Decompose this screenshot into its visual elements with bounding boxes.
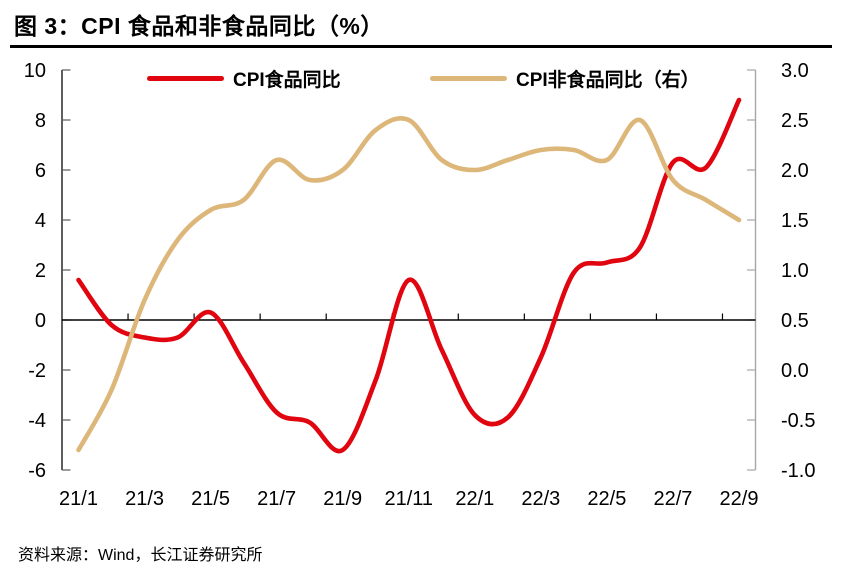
legend-line-food-icon [147, 76, 224, 81]
y-axis-right-label: -0.5 [781, 410, 815, 432]
y-axis-left-label: -2 [28, 360, 46, 382]
legend-label-food: CPI食品同比 [233, 70, 341, 91]
x-axis-label: 21/5 [191, 488, 230, 510]
y-axis-left-label: 6 [35, 160, 46, 182]
series-line-nonfood [76, 115, 742, 453]
y-axis-left-label: 2 [35, 260, 46, 282]
y-axis-right-label: -1.0 [781, 460, 815, 482]
y-axis-left-label: 0 [35, 310, 46, 332]
legend-line-nonfood-icon [430, 76, 507, 81]
x-axis-label: 22/5 [587, 488, 626, 510]
y-axis-left-label: 4 [35, 210, 46, 232]
legend-label-nonfood: CPI非食品同比（右） [516, 70, 700, 91]
y-axis-left-label: -6 [28, 460, 46, 482]
y-axis-right-label: 0.5 [781, 310, 809, 332]
y-axis-right-label: 1.0 [781, 260, 809, 282]
source-note: 资料来源：Wind，长江证券研究所 [18, 547, 263, 564]
x-axis-label: 21/7 [257, 488, 296, 510]
x-axis-label: 21/3 [125, 488, 164, 510]
x-axis-label: 22/9 [720, 488, 759, 510]
legend-item-food: CPI食品同比 [147, 66, 341, 91]
y-axis-right-label: 0.0 [781, 360, 809, 382]
y-axis-right-label: 1.5 [781, 210, 809, 232]
series-line-food [76, 97, 742, 454]
y-axis-right-label: 2.5 [781, 110, 809, 132]
legend-item-nonfood: CPI非食品同比（右） [430, 66, 700, 91]
x-axis-label: 22/1 [455, 488, 494, 510]
chart-title: 图 3：CPI 食品和非食品同比（%） [14, 13, 384, 39]
title-rule [10, 45, 832, 48]
x-axis-label: 22/7 [653, 488, 692, 510]
y-axis-right-label: 3.0 [781, 60, 809, 82]
y-axis-left-label: -4 [28, 410, 46, 432]
x-axis-label: 22/3 [521, 488, 560, 510]
y-axis-left-label: 8 [35, 110, 46, 132]
x-axis-label: 21/1 [59, 488, 98, 510]
x-axis-label: 21/9 [323, 488, 362, 510]
y-axis-left-label: 10 [24, 60, 46, 82]
y-axis-right-label: 2.0 [781, 160, 809, 182]
x-axis-label: 21/11 [384, 488, 433, 510]
